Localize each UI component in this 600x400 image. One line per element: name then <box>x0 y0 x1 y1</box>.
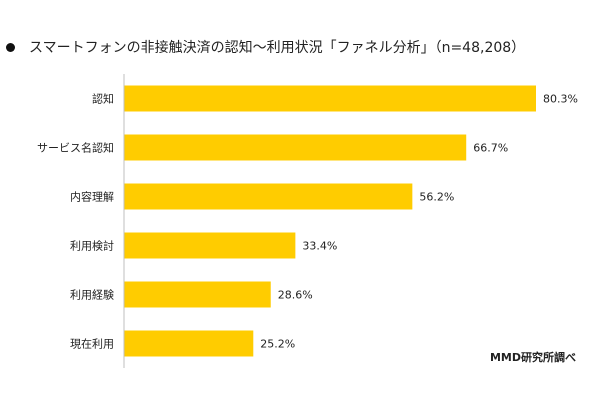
category-label-1: サービス名認知 <box>37 141 114 155</box>
value-label-5: 25.2% <box>260 338 295 351</box>
value-label-4: 28.6% <box>278 289 313 302</box>
category-label-0: 認知 <box>92 92 114 106</box>
chart-title-row: スマートフォンの非接触決済の認知～利用状況「ファネル分析」（n=48,208） <box>6 36 525 58</box>
category-label-3: 利用検討 <box>70 239 114 253</box>
category-label-5: 現在利用 <box>70 338 114 351</box>
chart-title: スマートフォンの非接触決済の認知～利用状況「ファネル分析」（n=48,208） <box>29 40 526 56</box>
value-label-1: 66.7% <box>473 142 508 155</box>
value-label-3: 33.4% <box>302 240 337 253</box>
bar-3 <box>124 232 296 259</box>
bar-5 <box>124 330 254 357</box>
category-label-4: 利用経験 <box>70 288 114 302</box>
bar-1 <box>124 134 467 161</box>
category-label-2: 内容理解 <box>70 190 114 204</box>
bar-0 <box>124 85 536 112</box>
value-label-0: 80.3% <box>543 93 578 106</box>
source-credit: MMD研究所調べ <box>489 351 576 364</box>
bullet-icon <box>6 42 15 52</box>
bar-4 <box>124 281 271 308</box>
value-label-2: 56.2% <box>419 191 454 204</box>
bar-2 <box>124 183 413 210</box>
